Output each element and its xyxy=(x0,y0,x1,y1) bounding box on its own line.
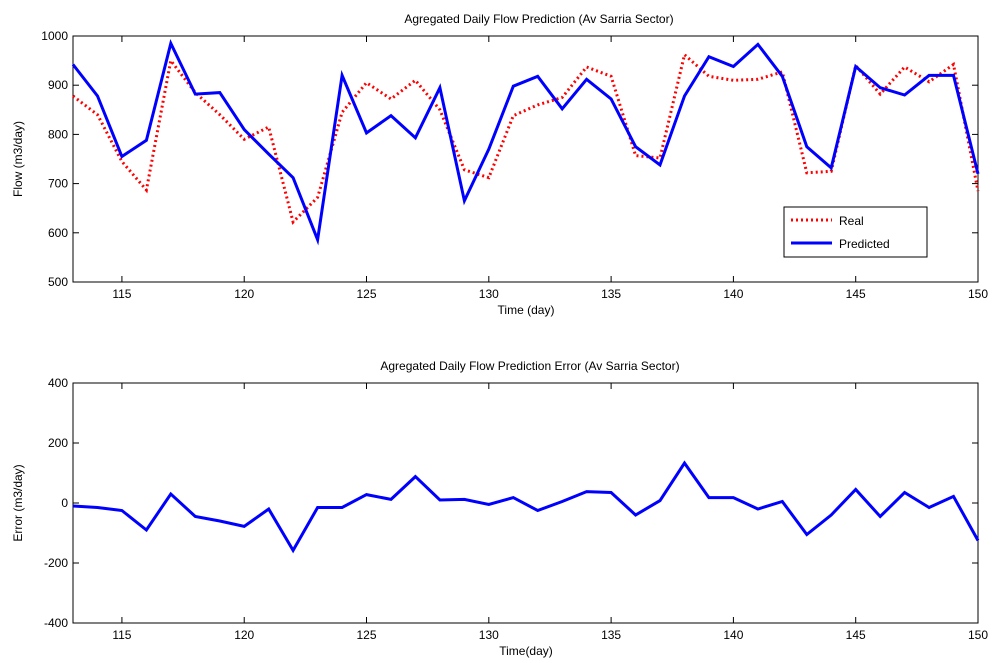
bottom-x-tick-label: 140 xyxy=(723,628,743,642)
top-x-tick-label: 120 xyxy=(234,287,254,301)
top-x-tick-label: 150 xyxy=(968,287,988,301)
top-y-axis-label: Flow (m3/day) xyxy=(11,121,25,197)
top-x-tick-label: 140 xyxy=(723,287,743,301)
top-y-tick-label: 700 xyxy=(48,177,68,191)
bottom-x-tick-label: 125 xyxy=(356,628,376,642)
top-x-axis-label: Time (day) xyxy=(498,303,555,317)
top-y-tick-label: 500 xyxy=(48,275,68,289)
bottom-y-tick-label: 200 xyxy=(48,436,68,450)
legend-box xyxy=(783,206,928,258)
top-axes: 115 120 125 130 135 140 145 150 500 600 700 800 900 1… xyxy=(41,29,988,301)
flow-prediction-plot: Agregated Daily Flow Prediction (Av Sarr… xyxy=(11,12,988,317)
bottom-x-axis-label: Time(day) xyxy=(499,644,553,658)
bottom-y-axis-label: Error (m3/day) xyxy=(11,464,25,541)
top-x-tick-label: 135 xyxy=(601,287,621,301)
bottom-axes: 115 120 125 130 135 140 145 150 -400 -200 0 200 400 xyxy=(44,376,988,642)
top-x-tick-label: 145 xyxy=(846,287,866,301)
bottom-x-tick-label: 150 xyxy=(968,628,988,642)
top-x-tick-label: 125 xyxy=(356,287,376,301)
top-y-tick-label: 600 xyxy=(48,226,68,240)
top-y-tick-label: 800 xyxy=(48,127,68,141)
bottom-series-error-line xyxy=(72,460,980,554)
bottom-y-tick-label: -200 xyxy=(44,556,68,570)
bottom-y-tick-label: -400 xyxy=(44,616,68,630)
bottom-series-lines xyxy=(72,460,980,554)
bottom-x-tick-label: 120 xyxy=(234,628,254,642)
bottom-chart-title: Agregated Daily Flow Prediction Error (A… xyxy=(380,359,679,373)
top-series-real-line xyxy=(72,51,980,225)
bottom-x-tick-label: 130 xyxy=(479,628,499,642)
bottom-x-tick-label: 135 xyxy=(601,628,621,642)
bottom-y-tick-label: 0 xyxy=(61,496,68,510)
top-y-tick-label: 900 xyxy=(48,78,68,92)
legend-real-label: Real xyxy=(839,214,864,228)
top-series-lines xyxy=(71,39,980,246)
bottom-x-tick-label: 145 xyxy=(846,628,866,642)
top-series-predicted-line xyxy=(71,39,980,246)
bottom-y-tick-label: 400 xyxy=(48,376,68,390)
top-x-tick-label: 115 xyxy=(112,287,131,301)
bottom-x-tick-label: 115 xyxy=(112,628,131,642)
legend: Real Predicted xyxy=(783,206,928,258)
top-y-tick-label: 1000 xyxy=(41,29,68,43)
legend-predicted-label: Predicted xyxy=(839,237,890,251)
top-chart-title: Agregated Daily Flow Prediction (Av Sarr… xyxy=(404,12,673,26)
top-x-tick-label: 130 xyxy=(479,287,499,301)
prediction-error-plot: Agregated Daily Flow Prediction Error (A… xyxy=(11,359,988,658)
